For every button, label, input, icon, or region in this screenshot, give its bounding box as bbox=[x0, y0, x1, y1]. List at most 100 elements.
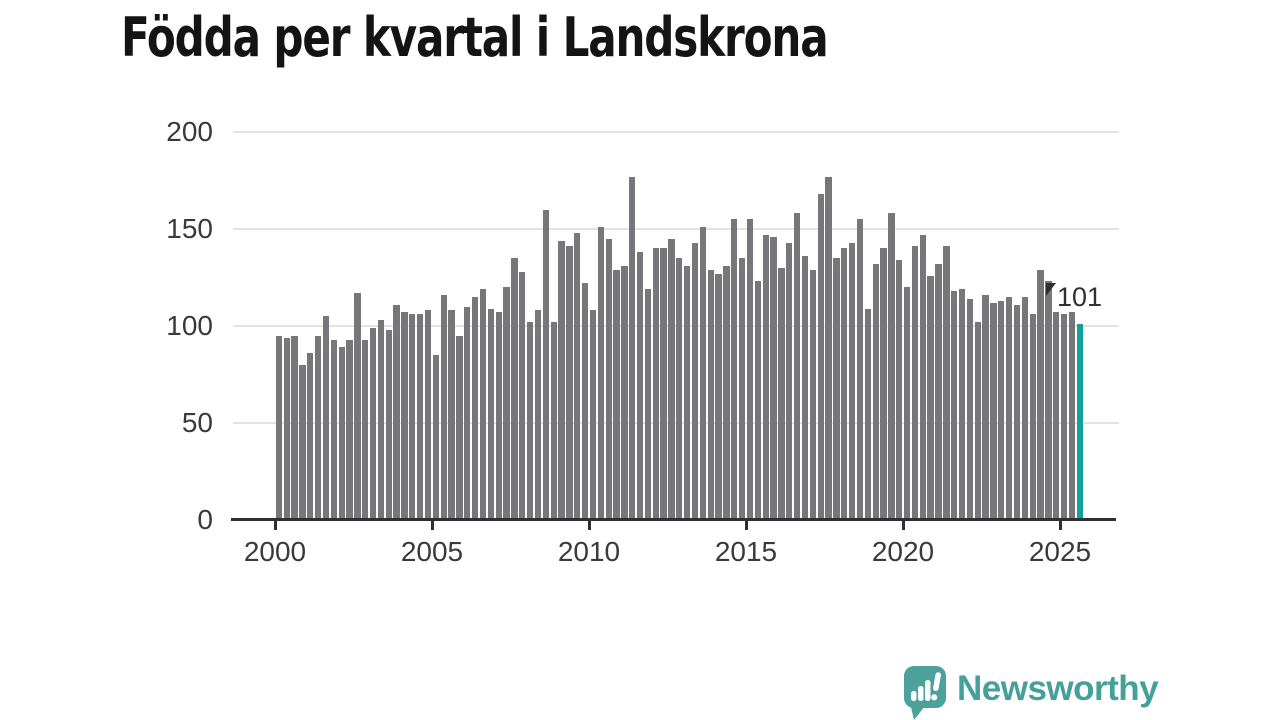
x-axis-tick-label: 2005 bbox=[400, 536, 464, 567]
bar bbox=[275, 335, 282, 520]
bar bbox=[574, 232, 581, 520]
bar bbox=[346, 339, 353, 520]
bar bbox=[880, 248, 887, 520]
bar-highlighted-latest bbox=[1076, 324, 1083, 520]
bar bbox=[786, 242, 793, 520]
bar bbox=[409, 314, 416, 520]
bar bbox=[731, 219, 738, 520]
bar bbox=[613, 269, 620, 520]
x-axis-tick bbox=[1058, 521, 1062, 530]
x-axis-tick bbox=[430, 521, 434, 530]
bar bbox=[393, 304, 400, 520]
bar bbox=[958, 289, 966, 520]
x-axis-tick-label: 2020 bbox=[871, 536, 935, 567]
bar bbox=[762, 234, 769, 520]
bar bbox=[487, 308, 495, 520]
bar bbox=[723, 265, 730, 520]
x-axis-tick bbox=[273, 521, 277, 530]
bar bbox=[385, 329, 392, 520]
bar bbox=[511, 258, 518, 520]
bar bbox=[464, 306, 471, 520]
bar bbox=[754, 281, 762, 520]
bar bbox=[746, 219, 754, 520]
y-axis-tick-label: 150 bbox=[166, 213, 213, 244]
bar bbox=[896, 260, 903, 520]
bar bbox=[652, 248, 659, 520]
bar bbox=[503, 287, 510, 520]
gridline-y-200 bbox=[233, 131, 1119, 133]
bar bbox=[739, 258, 746, 520]
bar bbox=[1061, 314, 1068, 520]
bar bbox=[856, 219, 864, 520]
bar bbox=[629, 176, 636, 520]
bar bbox=[1045, 281, 1052, 520]
bar bbox=[1068, 312, 1076, 520]
bar bbox=[919, 234, 926, 520]
bar bbox=[715, 273, 722, 520]
x-axis-line bbox=[231, 518, 1116, 521]
bar bbox=[927, 275, 934, 520]
x-axis-tick-label: 2010 bbox=[557, 536, 621, 567]
newsworthy-logo-icon bbox=[904, 666, 946, 720]
bar bbox=[903, 287, 911, 520]
bar bbox=[644, 289, 652, 520]
bar bbox=[417, 314, 424, 520]
bar bbox=[299, 364, 306, 520]
bar bbox=[636, 252, 644, 520]
bar bbox=[472, 296, 479, 520]
bar bbox=[817, 194, 824, 520]
bar bbox=[597, 227, 604, 520]
bar bbox=[534, 310, 542, 520]
chart-title: Födda per kvartal i Landskrona bbox=[121, 6, 829, 69]
bar bbox=[581, 283, 589, 520]
y-axis-tick-label: 50 bbox=[181, 407, 213, 438]
bar bbox=[322, 316, 330, 520]
bar bbox=[1021, 296, 1029, 520]
bar bbox=[401, 312, 408, 520]
bar bbox=[1029, 314, 1036, 520]
bar bbox=[801, 256, 809, 520]
bar bbox=[684, 265, 691, 520]
bar bbox=[888, 213, 895, 520]
bar bbox=[1013, 304, 1021, 520]
bar bbox=[707, 269, 714, 520]
bar bbox=[943, 246, 950, 520]
x-axis-tick-label: 2015 bbox=[714, 536, 778, 567]
gridline-y-50 bbox=[233, 422, 1119, 424]
bar bbox=[770, 236, 777, 520]
bar bbox=[982, 294, 989, 520]
gridline-y-150 bbox=[233, 228, 1119, 230]
annotation-latest-value: 101 bbox=[1057, 282, 1103, 312]
bar bbox=[589, 310, 597, 520]
bar bbox=[848, 242, 856, 520]
bar bbox=[778, 267, 785, 520]
bar bbox=[432, 355, 440, 520]
bar bbox=[833, 258, 840, 520]
gridline-y-100 bbox=[233, 325, 1119, 327]
bar bbox=[872, 263, 879, 520]
y-axis-tick-label: 100 bbox=[166, 310, 213, 341]
bar bbox=[621, 265, 628, 520]
bar bbox=[440, 294, 447, 520]
bar bbox=[668, 238, 675, 520]
bar bbox=[377, 320, 385, 520]
bar bbox=[809, 269, 816, 520]
bar bbox=[660, 248, 667, 520]
bar bbox=[448, 310, 455, 520]
bar bbox=[566, 246, 573, 520]
bar bbox=[676, 258, 683, 520]
x-axis-tick bbox=[901, 521, 905, 530]
bar bbox=[550, 322, 557, 520]
x-axis-tick-label: 2025 bbox=[1028, 536, 1092, 567]
bar bbox=[793, 213, 801, 520]
bar bbox=[526, 322, 534, 520]
bar bbox=[998, 300, 1005, 520]
bar bbox=[974, 322, 981, 520]
bar bbox=[495, 312, 502, 520]
bar bbox=[338, 347, 345, 520]
bar bbox=[966, 298, 974, 520]
bar bbox=[314, 335, 322, 520]
bar bbox=[864, 308, 871, 520]
x-axis-tick bbox=[744, 521, 748, 530]
